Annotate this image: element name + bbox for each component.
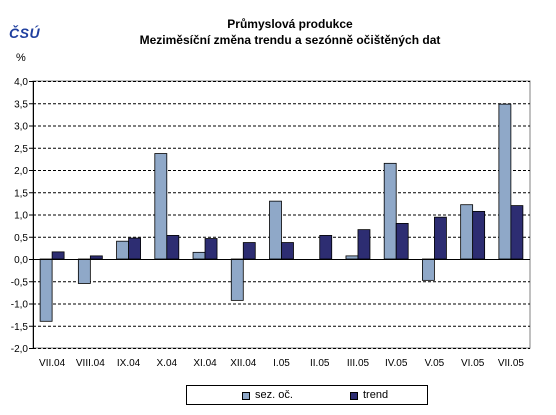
bar-trend — [319, 235, 333, 260]
chart-subtitle: Meziměsíční změna trendu a sezónně očišt… — [139, 33, 441, 47]
y-tick-label: 0,0 — [14, 255, 28, 266]
x-tick-label: I.05 — [273, 358, 290, 369]
bar-sez-oc — [345, 255, 359, 260]
y-tick-label: 1,5 — [14, 188, 28, 199]
x-tick-label: VI.05 — [461, 358, 485, 369]
legend-label-trend: trend — [363, 389, 389, 401]
bar-trend — [434, 216, 447, 260]
y-tick-label: -1,0 — [11, 300, 29, 311]
x-tick-label: II.05 — [310, 358, 330, 369]
bar-sez-oc — [498, 103, 512, 260]
y-tick-label: 0,5 — [14, 233, 28, 244]
bar-sez-oc — [154, 153, 168, 260]
bar-sez-oc — [460, 204, 474, 260]
x-tick-label: XI.04 — [193, 358, 217, 369]
bar-sez-oc — [269, 200, 282, 260]
y-tick-label: 2,0 — [14, 166, 28, 177]
bar-trend — [166, 235, 180, 260]
y-tick-label: 3,5 — [14, 99, 28, 110]
y-tick-label: 3,0 — [14, 122, 28, 133]
x-tick-label: IX.04 — [117, 358, 141, 369]
y-tick-label: -0,5 — [11, 277, 29, 288]
legend-swatch-trend — [350, 392, 358, 400]
y-tick-label: -2,0 — [11, 344, 29, 355]
x-tick-label: XII.04 — [230, 358, 257, 369]
legend-label-sez-oc: sez. oč. — [255, 389, 293, 401]
bar-sez-oc — [422, 258, 435, 281]
legend-swatch-sez-oc — [242, 392, 250, 400]
y-tick-label: 1,0 — [14, 211, 28, 222]
bar-trend — [395, 222, 409, 260]
bar-trend — [89, 255, 103, 260]
x-tick-label: VII.05 — [498, 358, 525, 369]
bar-sez-oc — [383, 162, 397, 260]
csu-logo: ČSÚ — [9, 25, 41, 41]
bar-sez-oc — [192, 251, 206, 260]
x-tick-label: IV.05 — [385, 358, 408, 369]
bar-trend — [51, 251, 65, 260]
bar-sez-oc — [230, 258, 244, 301]
chart-title: Průmyslová produkce — [227, 17, 353, 31]
y-tick-label: 4,0 — [14, 77, 28, 88]
y-axis-unit: % — [16, 52, 26, 64]
bar-trend — [204, 238, 218, 260]
y-tick-label: 2,5 — [14, 144, 28, 155]
x-tick-label: III.05 — [347, 358, 370, 369]
bar-trend — [472, 210, 486, 260]
bar-sez-oc — [39, 258, 53, 322]
x-tick-label: VIII.04 — [76, 358, 105, 369]
bar-trend — [510, 205, 524, 260]
bar-sez-oc — [77, 258, 91, 284]
bar-trend — [281, 242, 294, 260]
x-tick-label: V.05 — [425, 358, 445, 369]
bar-sez-oc — [116, 240, 129, 260]
chart-legend: sez. oč. trend — [186, 385, 428, 405]
bar-trend — [128, 237, 141, 260]
bar-chart: 4,0 3,5 3,0 2,5 2,0 1,5 1,0 0,5 0,0 -0,5 -1,0 -1,5 -… — [11, 77, 531, 369]
x-tick-label: X.04 — [157, 358, 178, 369]
y-tick-label: -1,5 — [11, 322, 29, 333]
bar-trend — [357, 229, 371, 260]
x-tick-label: VII.04 — [39, 358, 66, 369]
bar-trend — [242, 242, 256, 260]
